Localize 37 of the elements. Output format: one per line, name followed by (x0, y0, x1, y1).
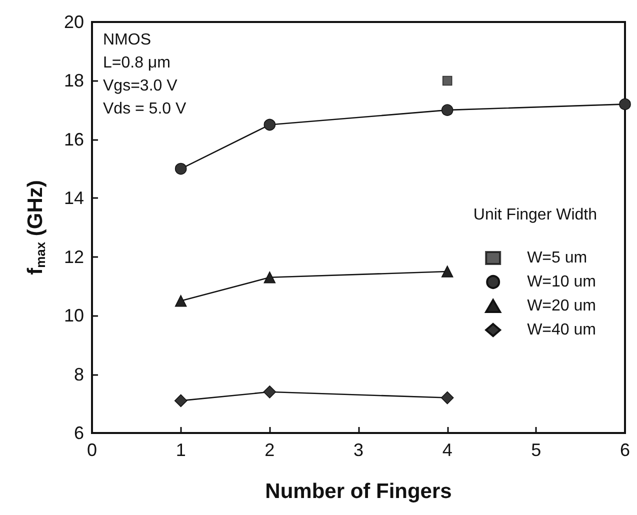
x-tick-label: 1 (176, 440, 186, 460)
y-tick-label: 14 (64, 188, 84, 208)
x-tick-label: 4 (442, 440, 452, 460)
legend-title: Unit Finger Width (473, 206, 597, 224)
point (174, 294, 187, 307)
legend-label: W=5 um (527, 250, 588, 266)
legend-label: W=10 um (527, 274, 596, 290)
x-tick-label: 6 (620, 440, 630, 460)
legend-label: W=20 um (527, 298, 596, 314)
y-tick-label: 6 (74, 423, 84, 443)
y-tick-label: 18 (64, 70, 84, 91)
x-tick-label: 3 (353, 440, 364, 460)
annotation: Vgs=3.0 V (103, 78, 178, 94)
x-tick-label: 5 (531, 440, 542, 460)
point (442, 76, 452, 86)
y-axis-title: fmax (GHz) (24, 180, 48, 275)
point (174, 394, 188, 408)
point (263, 386, 276, 398)
point (264, 272, 276, 284)
point (440, 391, 454, 404)
point (441, 266, 454, 278)
annotation: L=0.8 μm (103, 54, 170, 72)
y-tick-label: 8 (74, 364, 84, 384)
y-tick-label: 20 (64, 12, 84, 32)
x-axis-title: Number of Fingers (265, 480, 452, 503)
x-tick-label: 2 (264, 440, 275, 460)
point (619, 98, 631, 110)
point (264, 118, 276, 131)
legend-label: W=40 um (527, 322, 596, 338)
annotation: Vds = 5.0 V (103, 100, 186, 118)
x-tick-label: 0 (86, 440, 98, 460)
y-tick-label: 10 (64, 306, 84, 326)
point (174, 162, 187, 175)
y-tick-label: 12 (64, 246, 84, 267)
y-tick-label: 16 (64, 129, 84, 150)
annotation: NMOS (103, 32, 151, 48)
point (441, 104, 454, 116)
